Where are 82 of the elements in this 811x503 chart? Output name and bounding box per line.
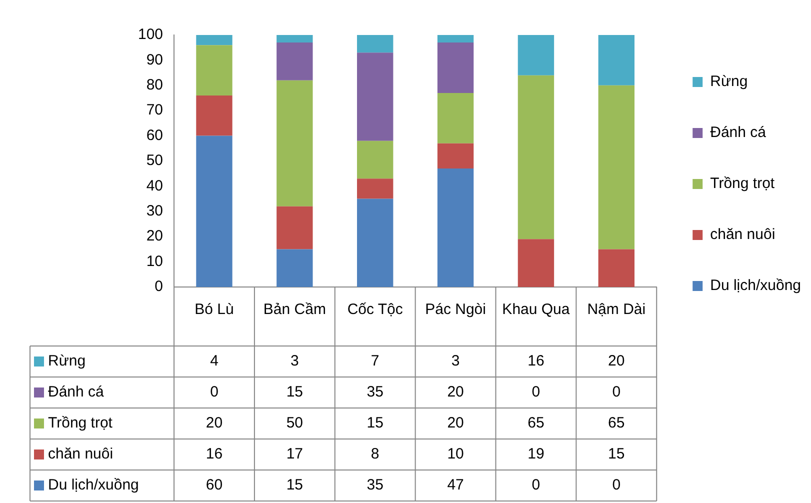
data-label: 0 — [532, 384, 540, 401]
data-label: 8 — [370, 446, 380, 463]
y-tick-label: 90 — [146, 51, 164, 68]
data-label: 15 — [286, 476, 304, 494]
bar — [437, 143, 474, 169]
bar — [276, 80, 313, 206]
bar — [437, 42, 474, 93]
x-tick-label: Bó Lù — [194, 301, 234, 318]
y-tick-label: 30 — [146, 202, 164, 220]
data-label: 47 — [447, 476, 464, 494]
bar — [357, 35, 394, 53]
y-tick-label: 70 — [146, 102, 164, 119]
data-label: 35 — [366, 476, 384, 494]
y-tick-label: 20 — [146, 228, 164, 245]
data-label: 15 — [366, 414, 384, 432]
x-tick-label: Nậm Dài — [587, 301, 646, 318]
y-tick-label: 10 — [146, 252, 164, 270]
data-label: 3 — [290, 352, 299, 370]
y-tick-label: 80 — [146, 76, 164, 94]
text: Trồng trọt — [48, 414, 112, 432]
bar — [598, 85, 634, 250]
bar — [518, 35, 554, 76]
data-label: 20 — [206, 414, 223, 432]
data-label: 60 — [206, 476, 223, 494]
legend-label: Rừng — [710, 73, 748, 90]
bar — [196, 45, 232, 96]
y-tick-label: 50 — [146, 152, 164, 170]
data-label: 15 — [286, 384, 304, 401]
text: Du lịch/xuồng — [710, 277, 802, 294]
data-label: 0 — [612, 476, 621, 494]
text: Đánh cá — [48, 384, 104, 401]
bar — [357, 52, 394, 141]
data-label: 17 — [286, 446, 304, 463]
bar — [437, 168, 474, 287]
bar — [196, 95, 232, 136]
text: chăn nuôi — [48, 446, 114, 463]
x-tick-label: Cốc Tộc — [347, 301, 404, 318]
bar — [276, 35, 313, 43]
bar — [276, 249, 313, 287]
data-label: 0 — [532, 476, 540, 494]
data-label: 35 — [366, 384, 384, 401]
data-label: 0 — [612, 384, 621, 401]
x-tick-label: Khau Qua — [502, 301, 570, 318]
legend-label: Đánh cá — [710, 124, 767, 142]
bar — [518, 239, 554, 287]
data-label: 3 — [451, 352, 460, 370]
data-label: 50 — [286, 414, 304, 432]
data-label: 65 — [528, 414, 544, 432]
bar — [196, 35, 232, 46]
x-tick-label: Pác Ngòi — [425, 301, 486, 318]
data-label: 20 — [608, 352, 625, 370]
bar — [437, 35, 474, 43]
legend-label: chăn nuôi — [710, 226, 776, 244]
y-tick-label: 60 — [146, 126, 164, 144]
data-label: 19 — [528, 446, 544, 463]
data-label: 16 — [206, 446, 223, 463]
data-label: 4 — [210, 352, 218, 370]
data-label: 7 — [370, 352, 380, 370]
bar — [437, 92, 474, 144]
y-tick-label: 100 — [138, 26, 164, 44]
bar — [357, 178, 394, 199]
data-label: 16 — [528, 352, 544, 370]
bar — [518, 75, 554, 240]
data-label: 10 — [447, 446, 464, 463]
text: Rừng — [48, 352, 86, 370]
x-tick-label: Bản Cầm — [263, 301, 326, 318]
bar — [196, 136, 232, 287]
bar — [276, 206, 313, 250]
data-label: 20 — [447, 414, 464, 432]
bar — [357, 140, 394, 179]
y-tick-label: 40 — [146, 177, 164, 194]
y-tick-label: 0 — [154, 278, 164, 296]
legend-label: Trồng trọt — [710, 175, 776, 192]
data-label: 20 — [447, 384, 464, 401]
data-label: 0 — [210, 384, 218, 401]
bar — [598, 249, 634, 287]
legend-label: Du lịch/xuồng — [48, 476, 139, 494]
bar — [276, 42, 313, 80]
data-label: 15 — [608, 446, 625, 463]
bar — [598, 35, 634, 86]
bar — [357, 198, 394, 287]
data-label: 65 — [608, 414, 625, 432]
